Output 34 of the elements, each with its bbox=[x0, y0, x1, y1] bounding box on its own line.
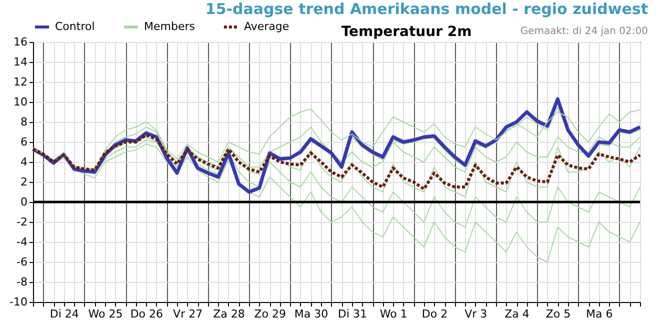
x-tick-label: Di 24 bbox=[50, 308, 79, 320]
y-tick-label: -2 bbox=[16, 216, 28, 228]
y-tick-label: 8 bbox=[20, 116, 28, 128]
x-tick-label: Ma 30 bbox=[294, 308, 328, 320]
legend-label: Average bbox=[244, 20, 290, 33]
legend-label: Members bbox=[144, 20, 196, 33]
y-tick-label: -8 bbox=[16, 276, 28, 288]
x-tick-label: Do 2 bbox=[422, 308, 448, 320]
y-tick-label: 0 bbox=[20, 196, 28, 208]
x-tick-label: Za 28 bbox=[213, 308, 245, 320]
y-tick-label: -6 bbox=[16, 256, 28, 268]
chart-title: 15-daagse trend Amerikaans model - regio zuidwest bbox=[205, 0, 648, 18]
y-tick-label: -4 bbox=[16, 236, 28, 248]
y-tick-label: 16 bbox=[14, 36, 28, 48]
chart-subtitle: Temperatuur 2m bbox=[341, 24, 472, 40]
y-tick-label: 10 bbox=[14, 96, 28, 108]
x-tick-label: Vr 27 bbox=[173, 308, 203, 320]
x-tick-label: Do 26 bbox=[130, 308, 164, 320]
x-tick-label: Zo 29 bbox=[254, 308, 286, 320]
x-tick-label: Za 4 bbox=[504, 308, 530, 320]
legend-label: Control bbox=[55, 20, 95, 33]
y-tick-label: -10 bbox=[10, 296, 28, 308]
x-tick-label: Vr 3 bbox=[464, 308, 488, 320]
x-tick-label: Zo 5 bbox=[546, 308, 571, 320]
y-tick-label: 2 bbox=[20, 176, 28, 188]
x-tick-label: Wo 1 bbox=[380, 308, 408, 320]
text: Gemaakt: di 24 jan 02:00 bbox=[520, 26, 648, 37]
x-tick-label: Ma 6 bbox=[586, 308, 613, 320]
x-tick-label: Di 31 bbox=[338, 308, 367, 320]
y-tick-label: 12 bbox=[14, 76, 28, 88]
x-tick-label: Wo 25 bbox=[88, 308, 123, 320]
y-tick-label: 14 bbox=[14, 56, 28, 68]
y-tick-label: 6 bbox=[20, 136, 28, 148]
y-tick-label: 4 bbox=[20, 156, 28, 168]
